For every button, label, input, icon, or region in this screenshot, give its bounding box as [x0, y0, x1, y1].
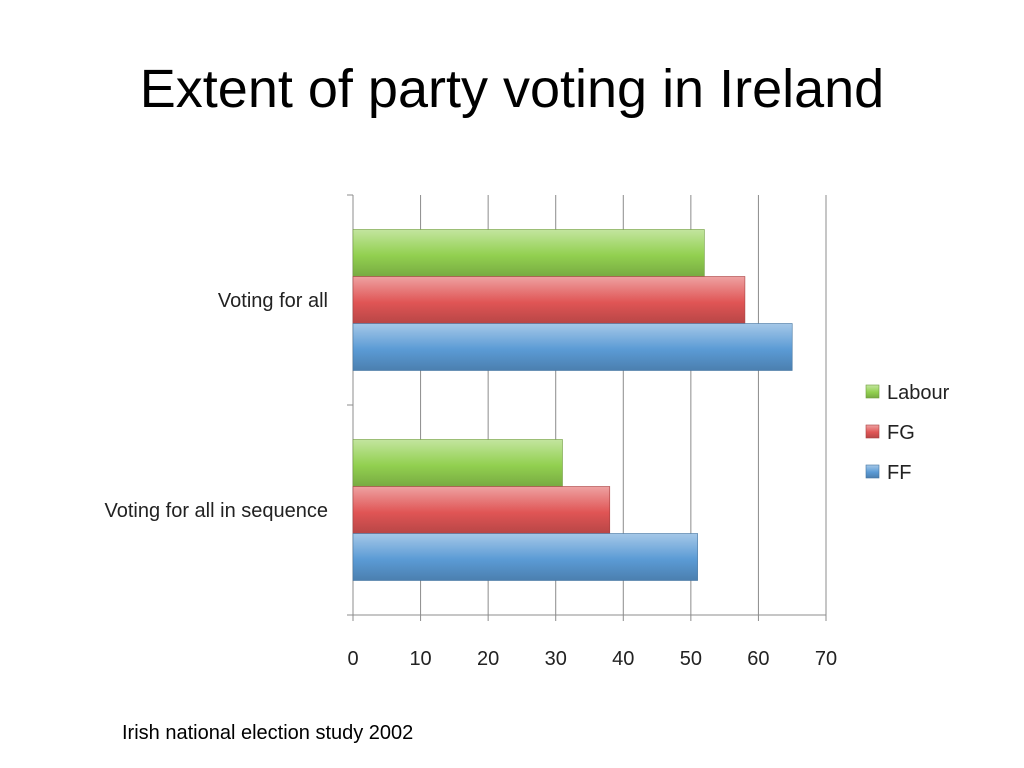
x-tick-label: 60	[747, 648, 769, 670]
legend-swatch-ff	[865, 464, 880, 479]
x-tick-label: 30	[545, 648, 567, 670]
bar-chart: 0 10 20 30 40 50 60 70 Voting for all Voting for …	[105, 194, 950, 670]
bar-fg-0	[352, 276, 746, 324]
x-tick-label: 0	[347, 648, 358, 670]
bar-fg-1	[352, 486, 611, 534]
legend-label-ff: FF	[887, 462, 911, 484]
labels: 0 10 20 30 40 50 60 70 Voting for all Voting for …	[105, 290, 838, 670]
legend-swatch-labour	[865, 384, 880, 399]
x-tick-label: 50	[680, 648, 702, 670]
x-tick-label: 20	[477, 648, 499, 670]
legend: Labour FG FF	[865, 382, 950, 484]
legend-label-fg: FG	[887, 422, 915, 444]
x-tick-label: 70	[815, 648, 837, 670]
bar-ff-1	[352, 533, 698, 581]
bar-ff-0	[352, 323, 793, 371]
source-note: Irish national election study 2002	[122, 722, 414, 744]
bar-labour-0	[352, 229, 705, 277]
legend-label-labour: Labour	[887, 382, 950, 404]
legend-swatch-fg	[865, 424, 880, 439]
bars	[352, 229, 793, 581]
x-tick-label: 40	[612, 648, 634, 670]
category-label: Voting for all in sequence	[105, 500, 329, 522]
x-tick-label: 10	[409, 648, 431, 670]
slide-title: Extent of party voting in Ireland	[139, 59, 885, 119]
category-label: Voting for all	[218, 290, 328, 312]
bar-labour-1	[352, 439, 563, 487]
